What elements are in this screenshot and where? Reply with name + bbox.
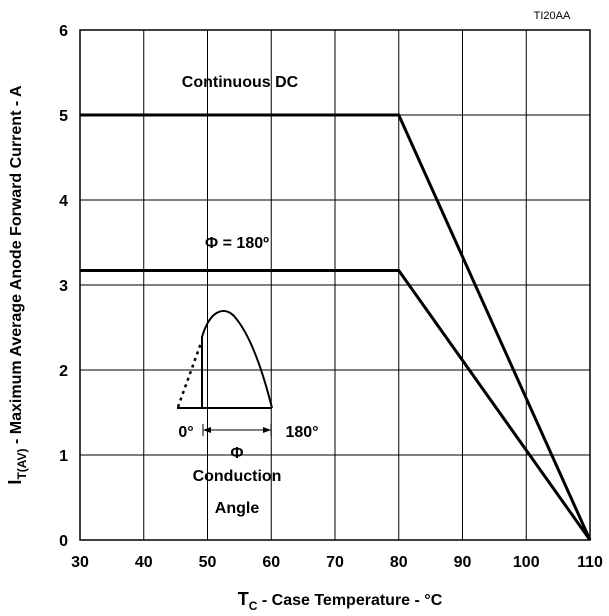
- y-tick-label: 4: [59, 193, 68, 210]
- x-tick-label: 60: [262, 554, 280, 571]
- inset-start-label: 0°: [178, 424, 193, 441]
- inset-arrow-right: [263, 427, 271, 433]
- conduction-angle-inset: 0° 180° Φ Conduction Angle: [176, 310, 319, 517]
- inset-end-label: 180°: [285, 424, 318, 441]
- series-label-180: Φ = 180º: [205, 235, 269, 252]
- inset-caption-line2: Angle: [215, 500, 260, 517]
- y-tick-label: 6: [59, 23, 68, 40]
- inset-arrow-left: [203, 427, 211, 433]
- inset-half-sine: [201, 310, 273, 409]
- y-tick-label: 3: [59, 278, 68, 295]
- x-tick-label: 70: [326, 554, 344, 571]
- y-axis-label: IT(AV) - Maximum Average Anode Forward C…: [5, 85, 29, 485]
- x-tick-label: 50: [199, 554, 217, 571]
- series-line-180: [80, 269, 592, 541]
- series-lines: [80, 113, 592, 541]
- x-tick-label: 110: [577, 554, 603, 571]
- x-tick-label: 90: [454, 554, 472, 571]
- y-tick-label: 2: [59, 363, 68, 380]
- inset-dotted-rise: [176, 342, 203, 408]
- reference-code: TI20AA: [534, 10, 571, 22]
- tick-labels: 30 40 50 60 70 80 90 100 110 0 1 2 3 4 5 6: [59, 23, 603, 571]
- inset-caption-line1: Conduction: [193, 468, 282, 485]
- inset-phi-label: Φ: [230, 445, 243, 462]
- x-axis-label: TC - Case Temperature - °C: [238, 589, 443, 613]
- y-tick-label: 1: [59, 448, 68, 465]
- x-tick-label: 40: [135, 554, 153, 571]
- grid-lines: [79, 29, 591, 541]
- y-tick-label: 0: [59, 533, 68, 550]
- series-label-continuous-dc: Continuous DC: [182, 74, 299, 91]
- plot-frame: [79, 29, 591, 541]
- series-line-continuous-dc: [80, 113, 592, 541]
- y-tick-label: 5: [59, 108, 68, 125]
- x-tick-label: 80: [390, 554, 408, 571]
- x-tick-label: 100: [513, 554, 540, 571]
- x-tick-label: 30: [71, 554, 89, 571]
